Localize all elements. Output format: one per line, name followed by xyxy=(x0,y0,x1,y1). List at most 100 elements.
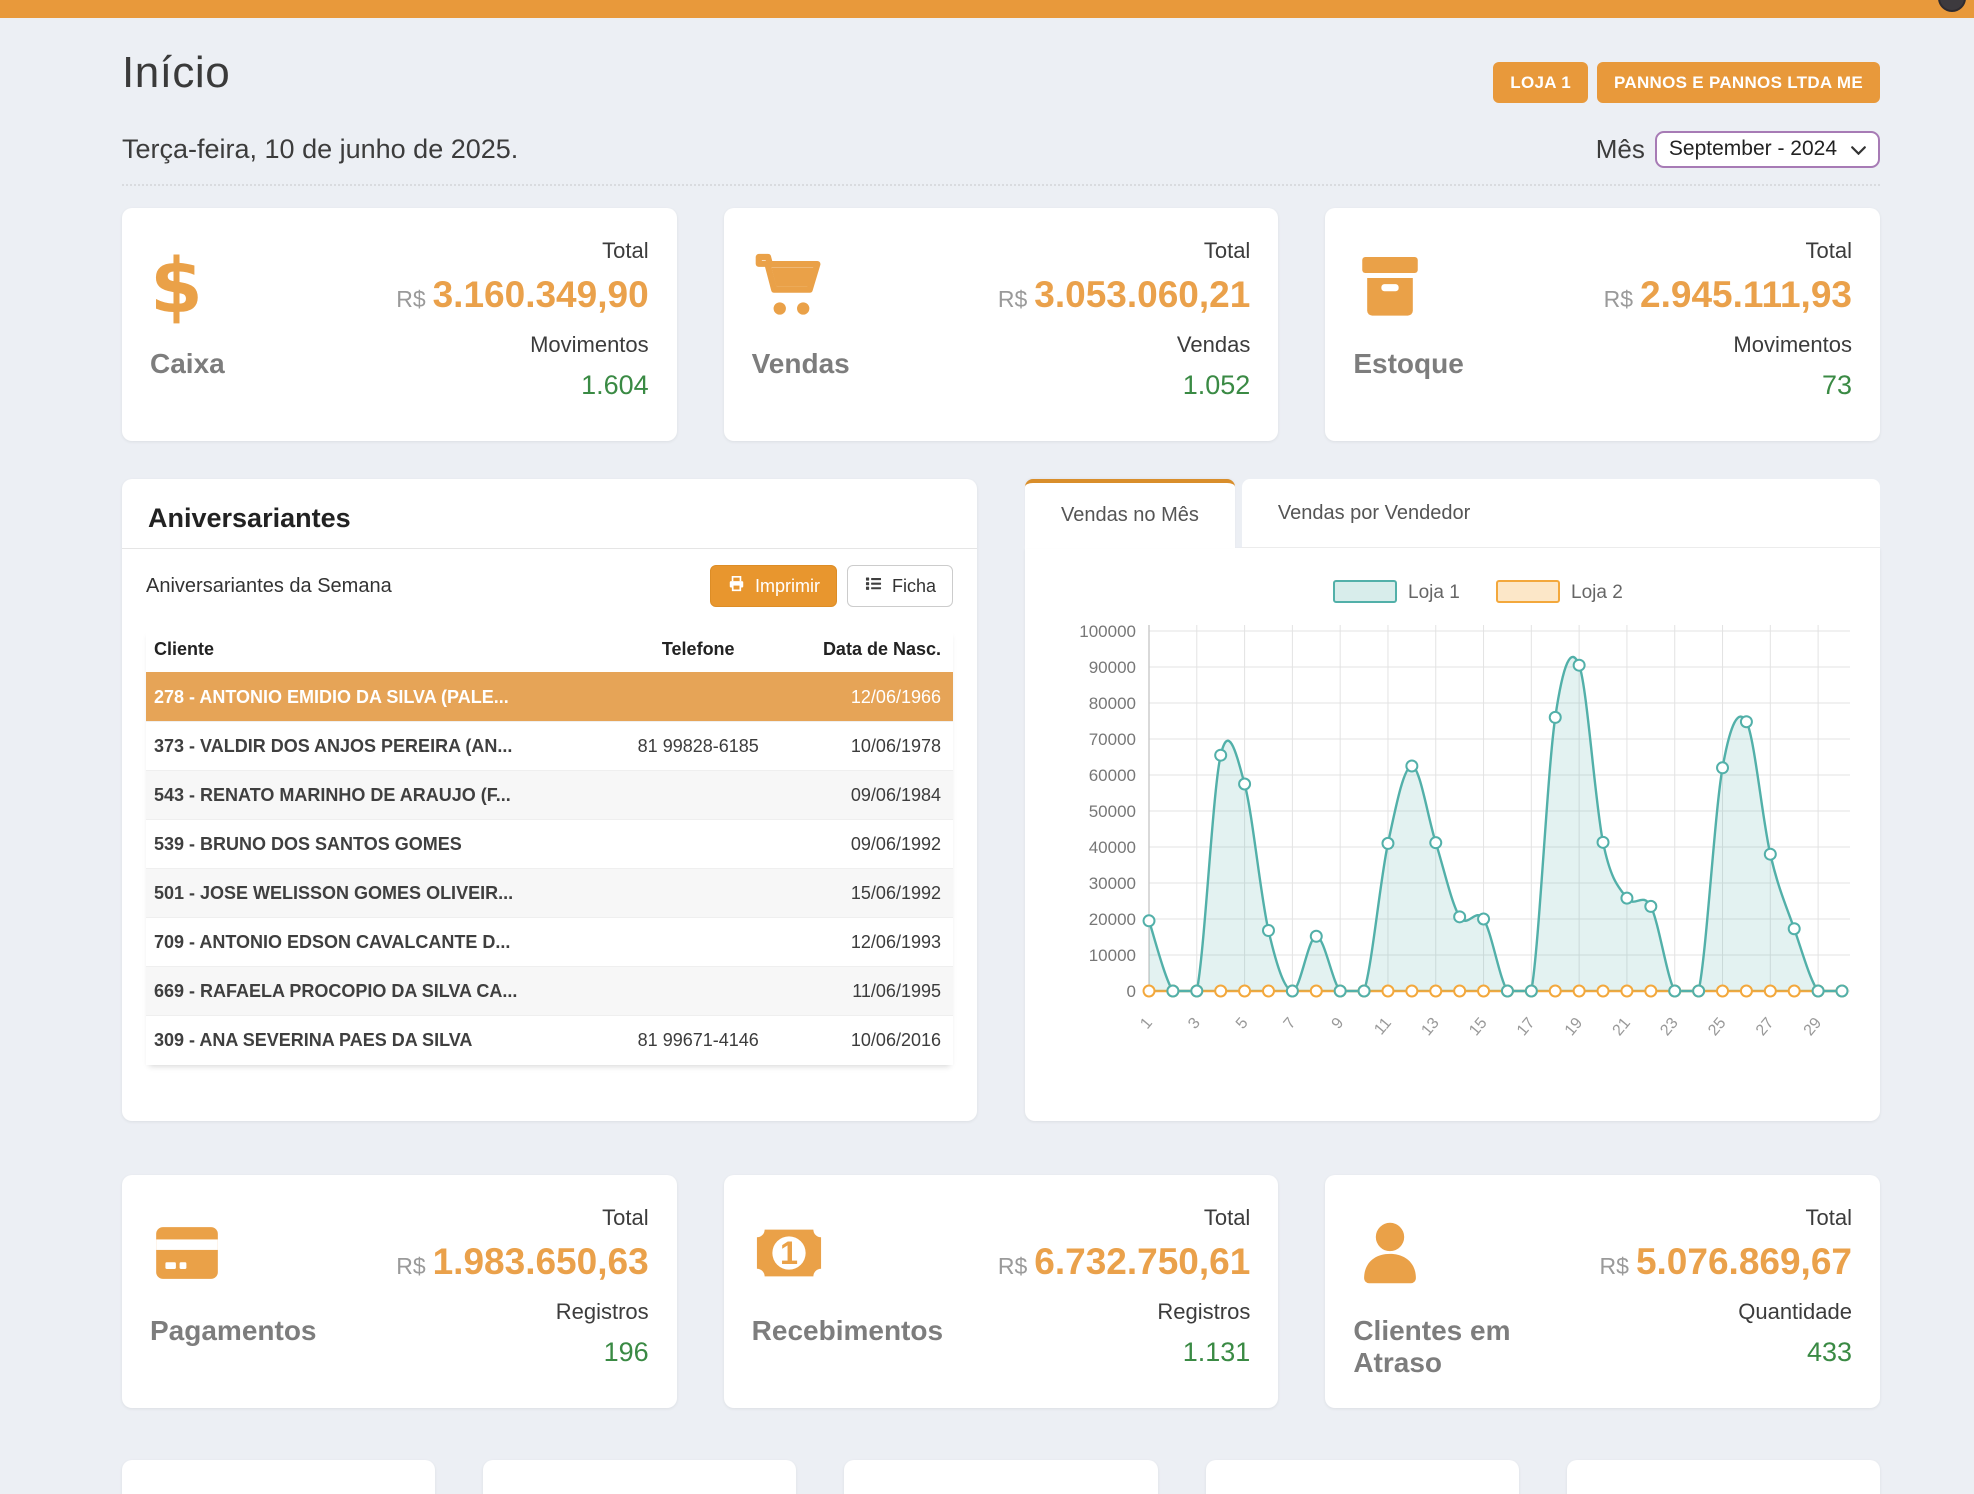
legend-item-loja-2[interactable]: Loja 2 xyxy=(1497,581,1623,603)
tab-vendas-no-mês[interactable]: Vendas no Mês xyxy=(1025,479,1235,548)
svg-text:13: 13 xyxy=(1418,1015,1443,1040)
month-picker: Mês September - 2024 xyxy=(1596,131,1880,168)
stat-count-label: Movimentos xyxy=(1733,332,1852,358)
month-select[interactable]: September - 2024 xyxy=(1655,131,1880,168)
stat-total-value: 3.160.349,90 xyxy=(433,274,649,315)
svg-text:100000: 100000 xyxy=(1079,622,1136,641)
svg-text:3: 3 xyxy=(1185,1015,1204,1033)
footer-card-produtos: Produtos xyxy=(483,1460,796,1494)
birthdays-subtitle: Aniversariantes da Semana xyxy=(146,575,392,598)
table-row[interactable]: 543 - RENATO MARINHO DE ARAUJO (F...09/0… xyxy=(146,771,953,820)
box-icon xyxy=(1353,238,1463,334)
currency-prefix: R$ xyxy=(998,286,1027,312)
cell-phone xyxy=(614,918,783,967)
bottom-stats-row: PagamentosTotalR$1.983.650,63Registros19… xyxy=(122,1175,1880,1408)
currency-prefix: R$ xyxy=(1600,1253,1629,1279)
svg-text:30000: 30000 xyxy=(1089,874,1136,893)
chevron-down-icon xyxy=(1851,137,1866,161)
stat-total-label: Total xyxy=(1806,1205,1852,1231)
birthdays-panel: Aniversariantes Aniversariantes da Seman… xyxy=(122,479,977,1121)
stat-card-title: Estoque xyxy=(1353,348,1463,380)
chart-tabs: Vendas no Mês Vendas por Vendedor xyxy=(1025,479,1880,548)
sales-chart-panel: Vendas no Mês Vendas por Vendedor 0100002… xyxy=(1025,479,1880,1121)
footer-card-fornecedores: Fornecedores xyxy=(844,1460,1157,1494)
legend-item-loja-1[interactable]: Loja 1 xyxy=(1334,581,1460,603)
footer-card-usuários: Usuários xyxy=(1206,1460,1519,1494)
svg-text:29: 29 xyxy=(1801,1015,1826,1040)
birthdays-title-divider xyxy=(122,548,977,549)
list-icon xyxy=(864,574,883,598)
cell-client: 501 - JOSE WELISSON GOMES OLIVEIR... xyxy=(146,869,614,918)
footer-card-label: Clientes xyxy=(146,1490,411,1494)
printer-icon xyxy=(727,574,746,598)
svg-text:50000: 50000 xyxy=(1089,802,1136,821)
stat-total-value: 3.053.060,21 xyxy=(1034,274,1250,315)
stat-card-title: Vendas xyxy=(752,348,850,380)
month-select-value: September - 2024 xyxy=(1669,137,1837,161)
stat-count-label: Movimentos xyxy=(530,332,649,358)
column-header-client: Cliente xyxy=(146,629,614,673)
cell-client: 278 - ANTONIO EMIDIO DA SILVA (PALE... xyxy=(146,673,614,722)
cell-birth: 12/06/1993 xyxy=(783,918,953,967)
cell-birth: 11/06/1995 xyxy=(783,967,953,1016)
tab-vendas-por-vendedor[interactable]: Vendas por Vendedor xyxy=(1242,479,1880,548)
table-row[interactable]: 309 - ANA SEVERINA PAES DA SILVA81 99671… xyxy=(146,1016,953,1065)
svg-text:10000: 10000 xyxy=(1089,946,1136,965)
cell-phone xyxy=(614,869,783,918)
cell-client: 543 - RENATO MARINHO DE ARAUJO (F... xyxy=(146,771,614,820)
footer-cards-row: ClientesProdutosFornecedoresUsuáriosVend… xyxy=(122,1460,1880,1494)
cell-birth: 10/06/2016 xyxy=(783,1016,953,1065)
stat-count-value: 433 xyxy=(1807,1337,1852,1368)
sales-month-chart: 0100002000030000400005000060000700008000… xyxy=(1049,574,1861,1098)
svg-text:1: 1 xyxy=(1137,1015,1156,1033)
cell-phone xyxy=(614,820,783,869)
svg-text:Loja 1: Loja 1 xyxy=(1408,582,1460,603)
cell-client: 539 - BRUNO DOS SANTOS GOMES xyxy=(146,820,614,869)
table-row[interactable]: 709 - ANTONIO EDSON CAVALCANTE D... 12/06… xyxy=(146,918,953,967)
cell-phone: 81 99828-6185 xyxy=(614,722,783,771)
print-button[interactable]: Imprimir xyxy=(710,565,837,607)
stat-card-caixa: $CaixaTotalR$3.160.349,90Movimentos1.604 xyxy=(122,208,677,441)
section-divider xyxy=(122,184,1880,186)
stat-total-value: 5.076.869,67 xyxy=(1636,1241,1852,1282)
month-label: Mês xyxy=(1596,134,1645,165)
table-row[interactable]: 373 - VALDIR DOS ANJOS PEREIRA (AN...81 … xyxy=(146,722,953,771)
table-row[interactable]: 539 - BRUNO DOS SANTOS GOMES 09/06/1992 xyxy=(146,820,953,869)
currency-prefix: R$ xyxy=(1604,286,1633,312)
cell-phone xyxy=(614,771,783,820)
birthdays-title: Aniversariantes xyxy=(146,499,953,548)
ficha-button[interactable]: Ficha xyxy=(847,565,953,607)
cell-birth: 09/06/1992 xyxy=(783,820,953,869)
stat-count-value: 73 xyxy=(1822,370,1852,401)
cell-birth: 10/06/1978 xyxy=(783,722,953,771)
bill-icon: 1 xyxy=(752,1205,943,1301)
cell-client: 709 - ANTONIO EDSON CAVALCANTE D... xyxy=(146,918,614,967)
top-bar xyxy=(0,0,1974,18)
svg-text:1: 1 xyxy=(780,1235,798,1271)
table-row[interactable]: 278 - ANTONIO EMIDIO DA SILVA (PALE... 12… xyxy=(146,673,953,722)
person-icon xyxy=(1353,1205,1599,1301)
table-row[interactable]: 501 - JOSE WELISSON GOMES OLIVEIR... 15/0… xyxy=(146,869,953,918)
stat-total-value: 6.732.750,61 xyxy=(1034,1241,1250,1282)
stat-card-title: Clientes em Atraso xyxy=(1353,1315,1599,1379)
svg-text:25: 25 xyxy=(1705,1015,1730,1040)
svg-text:11: 11 xyxy=(1371,1015,1395,1039)
stat-count-value: 196 xyxy=(604,1337,649,1368)
footer-card-clientes: Clientes xyxy=(122,1460,435,1494)
top-stats-row: $CaixaTotalR$3.160.349,90Movimentos1.604… xyxy=(122,208,1880,441)
stat-card-title: Recebimentos xyxy=(752,1315,943,1347)
store-button[interactable]: LOJA 1 xyxy=(1493,62,1588,103)
cell-client: 669 - RAFAELA PROCOPIO DA SILVA CA... xyxy=(146,967,614,1016)
svg-text:5: 5 xyxy=(1233,1015,1252,1033)
cell-birth: 12/06/1966 xyxy=(783,673,953,722)
cell-client: 373 - VALDIR DOS ANJOS PEREIRA (AN... xyxy=(146,722,614,771)
svg-text:21: 21 xyxy=(1610,1015,1635,1040)
stat-card-title: Pagamentos xyxy=(150,1315,317,1347)
table-row[interactable]: 669 - RAFAELA PROCOPIO DA SILVA CA... 11/… xyxy=(146,967,953,1016)
column-header-phone: Telefone xyxy=(614,629,783,673)
company-button[interactable]: PANNOS E PANNOS LTDA ME xyxy=(1597,62,1880,103)
tab-label: Vendas por Vendedor xyxy=(1278,502,1470,525)
user-avatar[interactable] xyxy=(1938,0,1966,12)
cell-birth: 15/06/1992 xyxy=(783,869,953,918)
stat-card-title: Caixa xyxy=(150,348,225,380)
